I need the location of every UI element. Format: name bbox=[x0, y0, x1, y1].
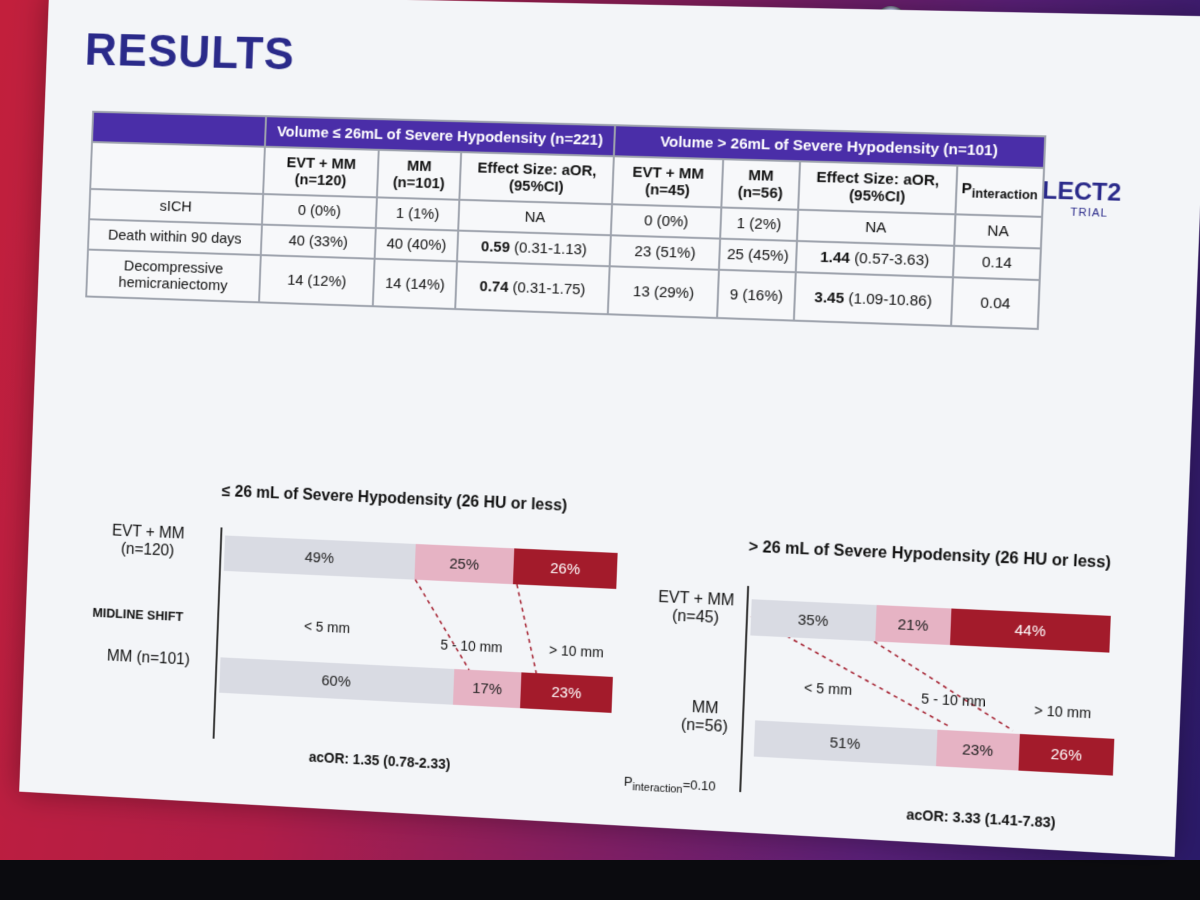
chart1-connectors bbox=[19, 0, 1200, 857]
connector-line bbox=[412, 580, 472, 670]
pi-value: =0.10 bbox=[682, 776, 717, 794]
bar-segment: 44% bbox=[950, 608, 1111, 653]
connector-line bbox=[514, 584, 540, 673]
bar-segment: 23% bbox=[935, 729, 1020, 771]
chart2-series2-label: MM (n=56) bbox=[680, 698, 729, 737]
slide: RESULTS SELECT2 TRIAL Volume ≤ 26mL of S… bbox=[19, 0, 1200, 857]
chart2-cat-3: > 10 mm bbox=[1033, 702, 1092, 722]
bar-segment: 26% bbox=[1018, 733, 1115, 776]
bar-segment: 21% bbox=[874, 605, 952, 646]
chart2-cat-2: 5 - 10 mm bbox=[920, 690, 987, 710]
chart2-cat-1: < 5 mm bbox=[803, 679, 853, 698]
bar-segment: 35% bbox=[750, 599, 877, 642]
connector-line bbox=[864, 637, 1016, 731]
chart2-series1-label: EVT + MM (n=45) bbox=[657, 588, 735, 627]
